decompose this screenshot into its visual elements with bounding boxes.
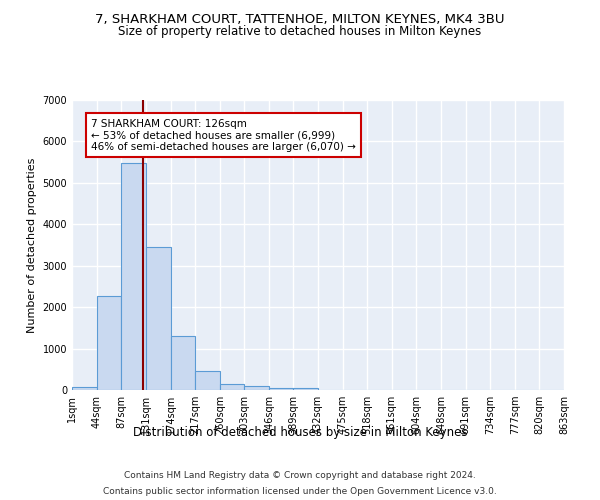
Bar [244, 386, 269, 390]
Bar [220, 384, 244, 390]
Text: Size of property relative to detached houses in Milton Keynes: Size of property relative to detached ho… [118, 25, 482, 38]
Bar [121, 164, 146, 390]
Bar [72, 387, 97, 390]
Bar [97, 296, 121, 390]
Text: Contains HM Land Registry data © Crown copyright and database right 2024.: Contains HM Land Registry data © Crown c… [124, 472, 476, 480]
Y-axis label: Number of detached properties: Number of detached properties [27, 158, 37, 332]
Bar [171, 336, 195, 390]
Bar [195, 371, 220, 390]
Bar [146, 248, 171, 390]
Bar [269, 388, 293, 390]
Text: Distribution of detached houses by size in Milton Keynes: Distribution of detached houses by size … [133, 426, 467, 439]
Text: 7 SHARKHAM COURT: 126sqm
← 53% of detached houses are smaller (6,999)
46% of sem: 7 SHARKHAM COURT: 126sqm ← 53% of detach… [91, 118, 356, 152]
Text: Contains public sector information licensed under the Open Government Licence v3: Contains public sector information licen… [103, 486, 497, 496]
Text: 7, SHARKHAM COURT, TATTENHOE, MILTON KEYNES, MK4 3BU: 7, SHARKHAM COURT, TATTENHOE, MILTON KEY… [95, 12, 505, 26]
Bar [293, 388, 318, 390]
